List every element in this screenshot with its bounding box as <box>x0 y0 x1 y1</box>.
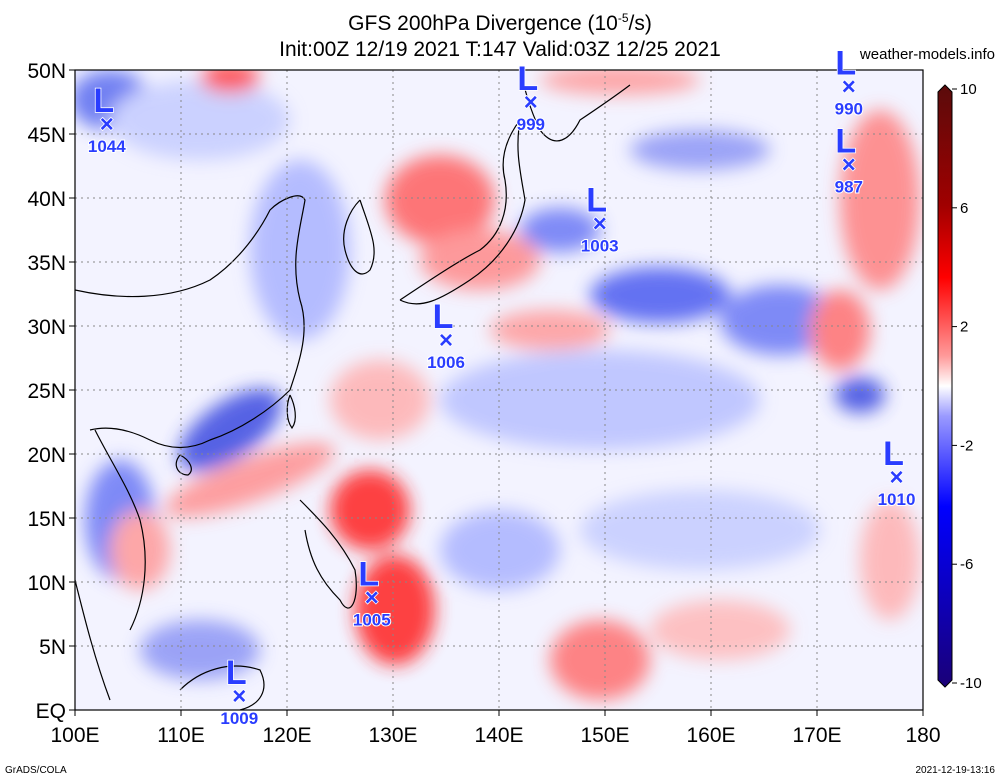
low-center-cross: × <box>842 74 856 101</box>
low-pressure-label: 1005 <box>353 610 391 629</box>
low-center-cross: × <box>889 464 903 491</box>
site-credit: weather-models.info <box>859 46 995 63</box>
low-letter: L <box>835 45 856 83</box>
y-tick-label: 20N <box>27 444 66 467</box>
coastlines <box>75 70 631 710</box>
low-marker: L×990 <box>834 44 864 120</box>
low-marker: L×999 <box>516 59 546 135</box>
low-pressure-label: 1009 <box>220 709 258 728</box>
low-letter: L <box>883 435 904 473</box>
low-center-cross: × <box>365 584 379 611</box>
colorbar: 10 6 2 -2 -6 -10 <box>937 81 982 692</box>
x-tick-label: 160E <box>686 724 735 747</box>
low-letter: L <box>93 82 114 120</box>
low-pressure-markers: L×1044L×999L×990L×987L×1003L×1006L×1010L… <box>87 44 917 729</box>
low-letter: L <box>835 123 856 161</box>
y-tick-label: EQ <box>36 700 66 723</box>
title-line1: GFS 200hPa Divergence (10-5/s) <box>348 11 652 35</box>
divergence-field <box>75 70 923 710</box>
low-marker: L×1010 <box>877 434 917 510</box>
low-center-cross: × <box>232 683 246 710</box>
x-axis: 100E 110E 120E 130E 140E 150E 160E 170E 180 <box>50 710 941 747</box>
x-tick-label: 170E <box>792 724 841 747</box>
low-marker: L×1005 <box>352 555 392 631</box>
low-letter: L <box>358 555 379 593</box>
graticule <box>75 70 923 710</box>
low-pressure-label: 1010 <box>878 490 916 509</box>
low-center-cross: × <box>524 89 538 116</box>
y-tick-label: 50N <box>27 60 66 83</box>
title-line2: Init:00Z 12/19 2021 T:147 Valid:03Z 12/2… <box>279 38 721 61</box>
colorbar-label: 2 <box>960 319 968 336</box>
low-pressure-label: 990 <box>835 100 863 119</box>
low-center-cross: × <box>593 211 607 238</box>
low-letter: L <box>586 182 607 220</box>
footer-credit: GrADS/COLA <box>5 765 67 776</box>
x-tick-label: 110E <box>157 724 205 747</box>
low-letter: L <box>517 60 538 98</box>
y-tick-label: 30N <box>27 316 66 339</box>
x-tick-label: 150E <box>580 724 629 747</box>
colorbar-label: -10 <box>960 675 982 692</box>
low-letter: L <box>433 298 454 336</box>
x-tick-label: 130E <box>368 724 417 747</box>
low-marker: L×987 <box>834 122 864 198</box>
y-tick-label: 40N <box>27 188 66 211</box>
low-letter: L <box>226 654 247 692</box>
colorbar-label: -6 <box>960 556 973 573</box>
x-tick-label: 180 <box>905 724 940 747</box>
low-center-cross: × <box>100 111 114 138</box>
low-marker: L×1003 <box>580 181 620 257</box>
y-tick-label: 25N <box>27 380 66 403</box>
low-pressure-label: 987 <box>835 178 863 197</box>
low-pressure-label: 1044 <box>88 137 126 156</box>
low-marker: L×1009 <box>219 653 259 729</box>
footer-timestamp: 2021-12-19-13:16 <box>915 765 995 776</box>
low-pressure-label: 1003 <box>581 237 619 256</box>
low-marker: L×1044 <box>87 81 127 157</box>
low-pressure-label: 1006 <box>427 353 465 372</box>
low-center-cross: × <box>439 327 453 354</box>
y-tick-label: 15N <box>27 508 66 531</box>
y-tick-label: 45N <box>27 124 66 147</box>
colorbar-label: 6 <box>960 200 968 217</box>
x-tick-label: 140E <box>474 724 523 747</box>
y-tick-label: 10N <box>27 572 66 595</box>
x-tick-label: 120E <box>262 724 311 747</box>
low-center-cross: × <box>842 152 856 179</box>
y-tick-label: 35N <box>27 252 66 275</box>
low-pressure-label: 999 <box>517 115 545 134</box>
low-marker: L×1006 <box>426 297 466 373</box>
y-tick-label: 5N <box>39 636 66 659</box>
colorbar-label: -2 <box>960 437 973 454</box>
x-tick-label: 100E <box>50 724 99 747</box>
y-axis: EQ 5N 10N 15N 20N 25N 30N 35N 40N 45N 50N <box>27 60 75 723</box>
colorbar-label: 10 <box>960 81 977 98</box>
